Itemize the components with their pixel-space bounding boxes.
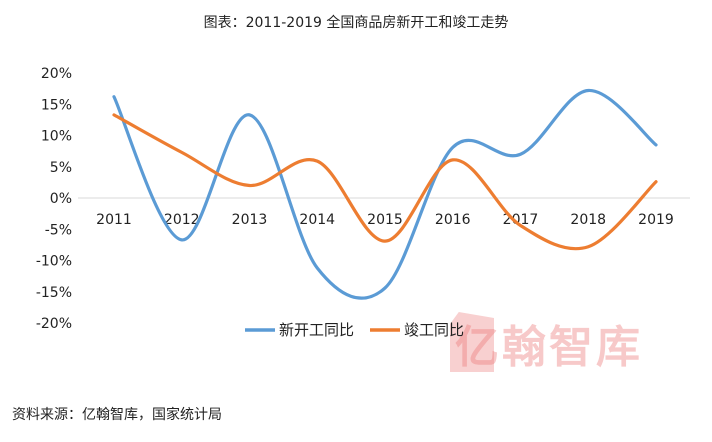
y-tick-label: -15% bbox=[36, 285, 72, 301]
watermark-text: 亿翰智库 bbox=[455, 322, 643, 373]
x-tick-label: 2011 bbox=[96, 212, 132, 228]
x-tick-label: 2015 bbox=[367, 212, 403, 228]
y-tick-label: 15% bbox=[41, 97, 72, 113]
y-tick-label: 5% bbox=[50, 160, 72, 176]
chart-title: 图表：2011-2019 全国商品房新开工和竣工走势 bbox=[203, 15, 509, 31]
y-tick-label: -10% bbox=[36, 254, 72, 270]
watermark-logo bbox=[450, 312, 494, 372]
x-tick-label: 2012 bbox=[164, 212, 200, 228]
watermark bbox=[450, 312, 502, 372]
x-tick-label: 2016 bbox=[435, 212, 471, 228]
legend-label: 新开工同比 bbox=[279, 321, 354, 339]
series-line-1 bbox=[112, 88, 658, 300]
y-tick-label: -5% bbox=[45, 222, 72, 238]
x-tick-label: 2018 bbox=[570, 212, 606, 228]
x-tick-label: 2013 bbox=[232, 212, 268, 228]
x-tick-label: 2019 bbox=[638, 212, 674, 228]
y-tick-label: -20% bbox=[36, 316, 72, 332]
y-tick-label: 20% bbox=[41, 66, 72, 82]
source-note: 资料来源：亿翰智库，国家统计局 bbox=[12, 407, 222, 423]
legend-label: 竣工同比 bbox=[404, 321, 464, 339]
y-tick-label: 0% bbox=[50, 191, 72, 207]
y-tick-label: 10% bbox=[41, 129, 72, 145]
x-tick-label: 2014 bbox=[299, 212, 335, 228]
